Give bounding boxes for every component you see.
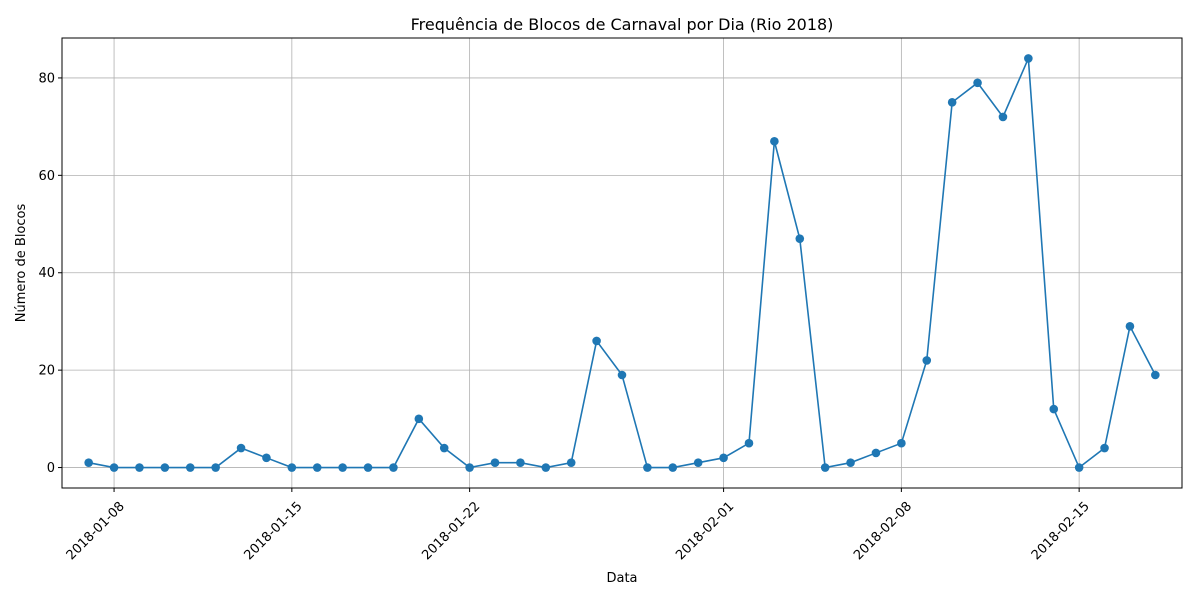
data-point: 2018-01-10: 0 [161, 463, 170, 472]
data-point: 2018-01-25: 0 [542, 463, 551, 472]
data-point: 2018-01-28: 19 [618, 371, 627, 380]
data-point: 2018-01-20: 10 [415, 415, 424, 424]
data-point: 2018-01-21: 4 [440, 444, 449, 453]
y-axis-label: Número de Blocos [14, 204, 29, 323]
data-point: 2018-01-29: 0 [643, 463, 652, 472]
y-tick-label: 0 [47, 461, 55, 476]
chart-title: Frequência de Blocos de Carnaval por Dia… [411, 15, 834, 34]
data-point: 2018-01-08: 0 [110, 463, 119, 472]
data-point: 2018-02-05: 0 [821, 463, 830, 472]
data-point: 2018-01-14: 2 [262, 454, 271, 463]
data-point: 2018-02-09: 22 [922, 356, 931, 365]
y-tick-label: 40 [38, 266, 55, 281]
y-tick-label: 60 [38, 169, 55, 184]
x-tick-label: 2018-02-01 [673, 499, 737, 563]
data-point: 2018-01-27: 26 [592, 337, 601, 346]
data-point: 2018-02-08: 5 [897, 439, 906, 448]
data-point: 2018-01-13: 4 [237, 444, 246, 453]
y-tick-label: 20 [38, 364, 55, 379]
axis-ticks: 2018-01-08 2018-01-15 2018-01-22 2018-02-01… [38, 71, 1092, 563]
data-point: 2018-01-19: 0 [389, 463, 398, 472]
x-tick-label: 2018-02-08 [851, 499, 915, 563]
x-tick-label: 2018-01-08 [64, 499, 128, 563]
data-point: 2018-01-09: 0 [135, 463, 144, 472]
data-point: 2018-02-01: 2 [719, 454, 728, 463]
data-point: 2018-02-12: 72 [999, 113, 1008, 122]
data-point: 2018-01-30: 0 [668, 463, 677, 472]
data-point: 2018-01-18: 0 [364, 463, 373, 472]
data-point: 2018-01-26: 1 [567, 458, 576, 467]
series-line [89, 58, 1156, 467]
data-point: 2018-01-15: 0 [288, 463, 297, 472]
data-point: 2018-01-11: 0 [186, 463, 195, 472]
data-point: 2018-02-18: 19 [1151, 371, 1160, 380]
data-point: 2018-01-24: 1 [516, 458, 525, 467]
data-point: 2018-02-04: 47 [795, 234, 804, 243]
data-point: 2018-02-17: 29 [1126, 322, 1135, 331]
x-tick-label: 2018-02-15 [1029, 499, 1093, 563]
data-point: 2018-01-07: 1 [84, 458, 93, 467]
x-axis-label: Data [606, 571, 637, 586]
data-point: 2018-02-02: 5 [745, 439, 754, 448]
data-point: 2018-02-06: 1 [846, 458, 855, 467]
data-point: 2018-02-15: 0 [1075, 463, 1084, 472]
x-tick-label: 2018-01-22 [419, 499, 483, 563]
data-point: 2018-01-12: 0 [211, 463, 220, 472]
data-point: 2018-02-07: 3 [872, 449, 881, 458]
data-point: 2018-02-13: 84 [1024, 54, 1033, 63]
data-point: 2018-02-11: 79 [973, 79, 982, 88]
series-layer: 2018-01-07: 1 2018-01-08: 0 2018-01-09: 0 2… [84, 54, 1159, 472]
data-point: 2018-01-22: 0 [465, 463, 474, 472]
data-point: 2018-01-16: 0 [313, 463, 322, 472]
y-tick-label: 80 [38, 71, 55, 86]
x-tick-label: 2018-01-15 [242, 499, 306, 563]
data-point: 2018-01-31: 1 [694, 458, 703, 467]
data-point: 2018-02-10: 75 [948, 98, 957, 107]
grid [62, 38, 1182, 488]
data-point: 2018-02-03: 67 [770, 137, 779, 146]
data-point: 2018-01-17: 0 [338, 463, 347, 472]
plot-frame [62, 38, 1182, 488]
data-point: 2018-02-14: 12 [1049, 405, 1058, 414]
data-point: 2018-02-16: 4 [1100, 444, 1109, 453]
data-point: 2018-01-23: 1 [491, 458, 500, 467]
